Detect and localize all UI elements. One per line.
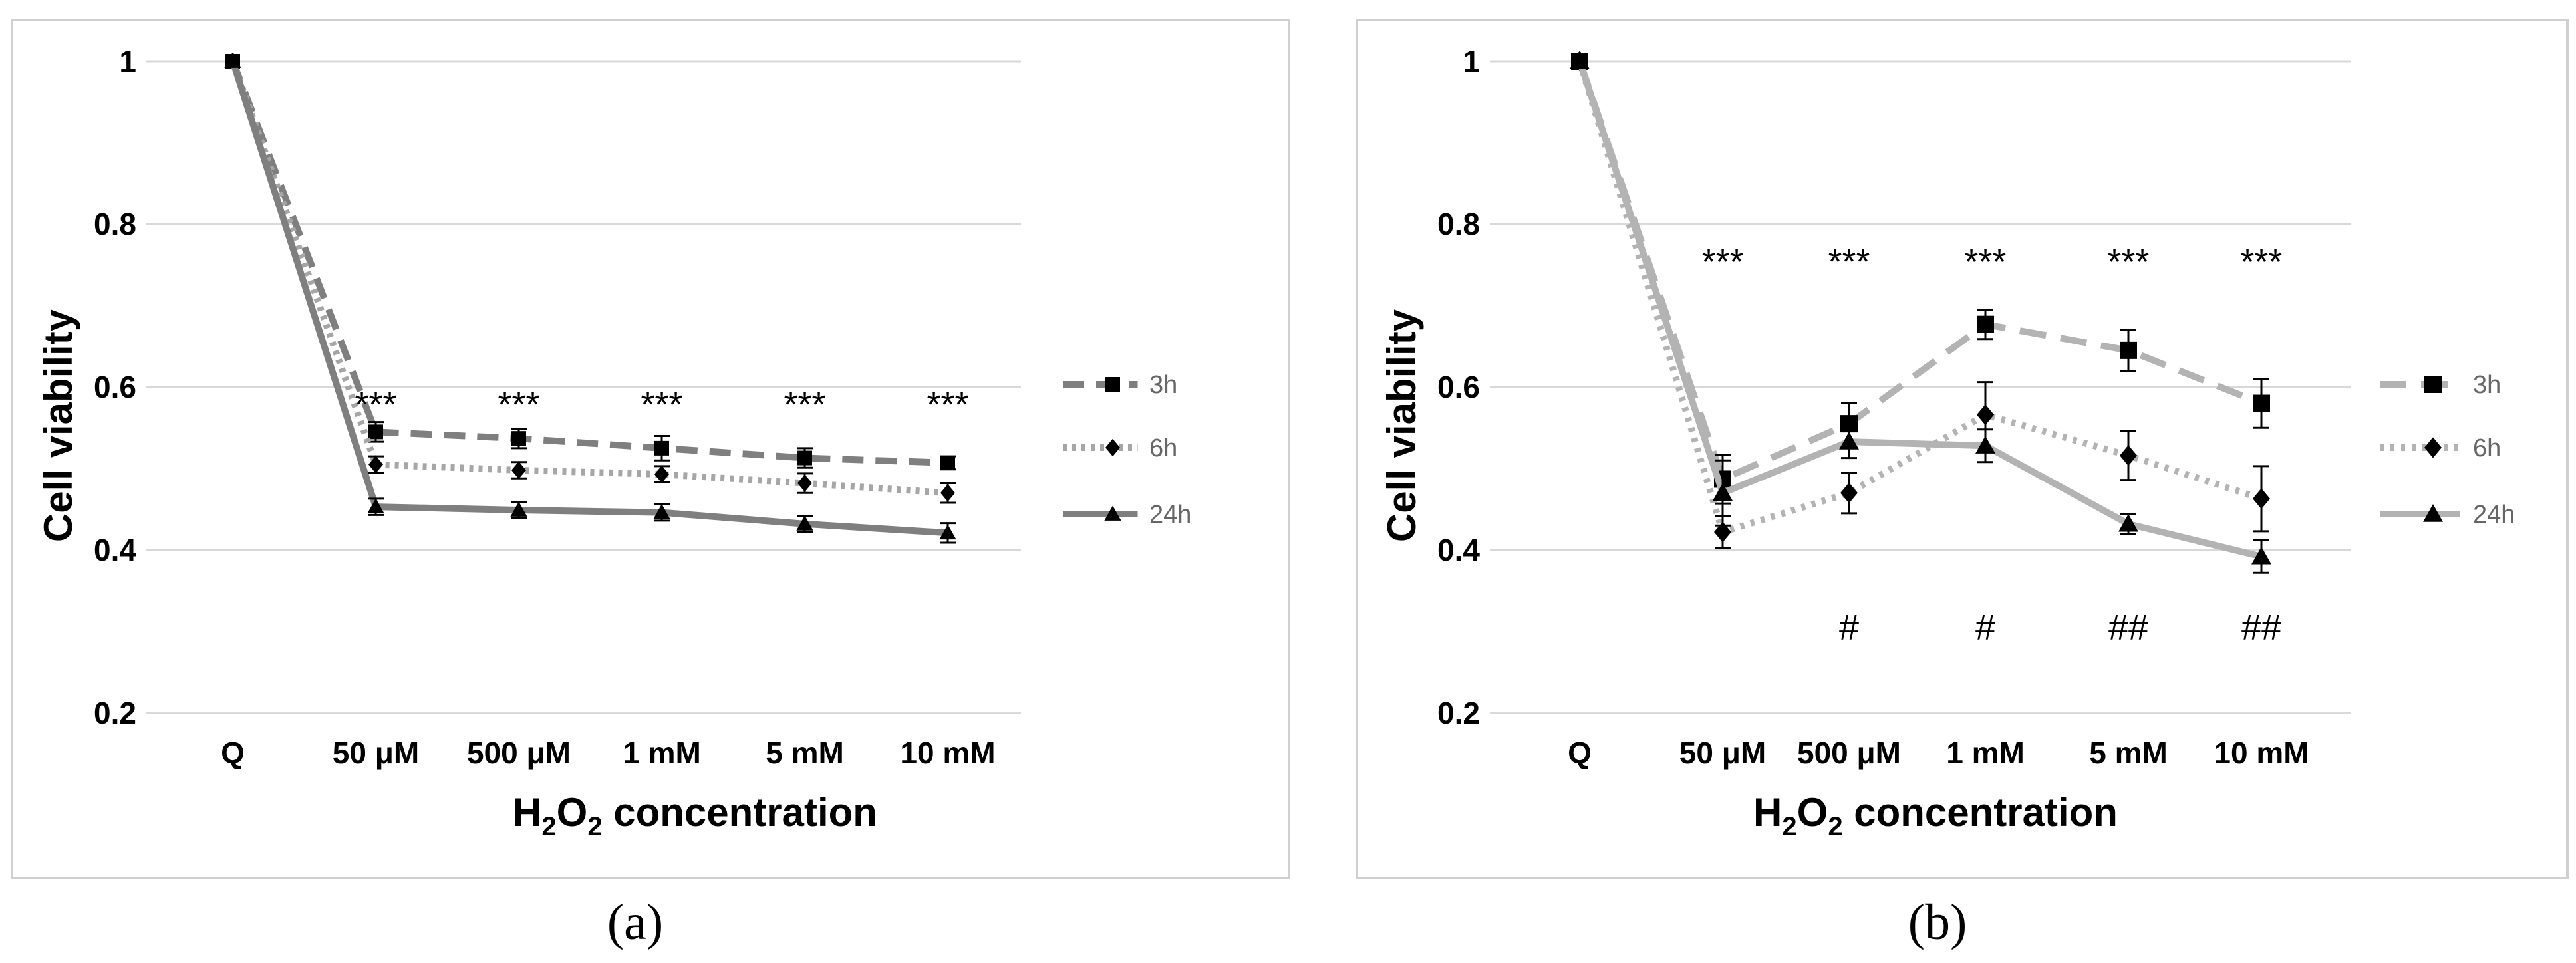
- x-tick-label: 10 mM: [2214, 736, 2309, 770]
- data-point-6h: [1840, 482, 1858, 503]
- series-line-3h: [1576, 60, 2263, 483]
- data-point-3h: [2253, 394, 2270, 412]
- y-tick-label: 0.2: [94, 696, 136, 730]
- data-point-3h: [511, 431, 526, 446]
- data-point-6h: [797, 474, 812, 492]
- panel-b: 0.2 0.4 0.6 0.8 1 Q 50 μM 500 μM 1 mM 5 mM 10 mM Ce…: [1379, 44, 2515, 950]
- significance-mark: ***: [927, 385, 968, 425]
- data-point-24h: [2118, 513, 2138, 532]
- data-point-3h: [1977, 315, 1994, 333]
- significance-mark: ***: [1701, 242, 1743, 282]
- panel-caption: (a): [607, 894, 663, 950]
- significance-mark: ***: [355, 385, 396, 425]
- data-point-6h: [2120, 445, 2137, 466]
- legend-marker-6h: [1105, 438, 1120, 457]
- data-point-6h: [2253, 488, 2270, 509]
- y-tick-label: 0.6: [94, 370, 136, 404]
- x-tick-label: 1 mM: [1946, 736, 2025, 770]
- y-tick-label: 0.6: [1437, 370, 1480, 404]
- data-point-3h: [654, 440, 669, 456]
- data-point-3h: [940, 455, 955, 470]
- data-point-24h: [653, 504, 670, 519]
- y-tick-label: 0.8: [94, 207, 136, 241]
- hash-mark: ##: [2241, 607, 2281, 647]
- data-point-6h: [940, 484, 955, 502]
- y-tick-label: 1: [1463, 44, 1480, 78]
- data-point-24h: [1839, 432, 1859, 450]
- series-line-24h: [1576, 60, 2263, 560]
- x-tick-label: Q: [221, 736, 245, 770]
- series-line-24h: [229, 60, 948, 537]
- x-tick-label: 5 mM: [766, 736, 844, 770]
- significance-mark: ***: [641, 385, 682, 425]
- data-point-3h: [368, 424, 383, 440]
- y-tick-label: 0.4: [94, 533, 136, 567]
- hash-mark: #: [1975, 607, 1995, 647]
- data-point-6h: [1714, 521, 1731, 543]
- legend-marker-3h: [1105, 377, 1120, 392]
- panel-b-frame: [1356, 19, 2569, 879]
- legend-label-24h: 24h: [2473, 501, 2515, 529]
- data-point-24h: [796, 515, 813, 531]
- x-tick-label: 50 μM: [333, 736, 419, 770]
- legend-label-6h: 6h: [1149, 434, 1177, 462]
- panel-caption: (b): [1908, 894, 1967, 950]
- series-line-3h: [229, 60, 948, 466]
- data-point-6h: [511, 461, 526, 480]
- legend-marker-24h: [2423, 504, 2443, 522]
- data-point-24h: [510, 501, 527, 517]
- x-tick-label: 50 μM: [1679, 736, 1766, 770]
- data-point-6h: [368, 456, 383, 474]
- hash-mark: #: [1839, 607, 1859, 647]
- significance-mark: ***: [784, 385, 825, 425]
- legend-marker-3h: [2424, 376, 2442, 393]
- x-axis-title: H2O2 concentration: [513, 790, 877, 841]
- y-tick-label: 1: [119, 44, 136, 78]
- data-point-24h: [2251, 546, 2271, 565]
- legend-label-6h: 6h: [2473, 434, 2501, 462]
- significance-mark: ***: [498, 385, 539, 425]
- data-point-3h: [2120, 341, 2137, 359]
- legend-label-3h: 3h: [1149, 371, 1177, 399]
- data-point-24h: [1975, 436, 1995, 454]
- data-point-24h: [224, 53, 241, 68]
- hash-mark: ##: [2108, 607, 2148, 647]
- data-point-3h: [797, 450, 812, 466]
- y-axis-title: Cell viability: [36, 309, 80, 542]
- legend-label-24h: 24h: [1149, 501, 1191, 529]
- x-tick-label: 500 μM: [467, 736, 571, 770]
- legend-marker-24h: [1104, 505, 1121, 521]
- x-tick-label: 500 μM: [1797, 736, 1901, 770]
- panel-a: 0.2 0.4 0.6 0.8 1 Q 50 μM 500 μM 1 mM 5 mM 10 mM Ce…: [36, 44, 1191, 950]
- data-point-24h: [1713, 483, 1733, 501]
- legend-label-3h: 3h: [2473, 371, 2501, 399]
- significance-mark: ***: [2240, 242, 2282, 282]
- significance-mark: ***: [1828, 242, 1870, 282]
- y-axis-title: Cell viability: [1379, 309, 1424, 542]
- y-tick-label: 0.8: [1437, 207, 1480, 241]
- series-line-6h: [1576, 60, 2263, 536]
- y-tick-label: 0.4: [1437, 533, 1480, 567]
- series-line-6h: [229, 60, 948, 497]
- data-point-24h: [367, 498, 384, 513]
- x-tick-label: 1 mM: [623, 736, 701, 770]
- legend-marker-6h: [2424, 437, 2442, 458]
- data-point-6h: [1977, 404, 1994, 426]
- significance-mark: ***: [1964, 242, 2006, 282]
- significance-mark: ***: [2107, 242, 2149, 282]
- x-tick-label: 10 mM: [900, 736, 995, 770]
- data-point-24h: [1570, 51, 1590, 69]
- x-axis-title: H2O2 concentration: [1753, 790, 2118, 841]
- x-tick-label: Q: [1568, 736, 1592, 770]
- data-point-6h: [654, 465, 669, 483]
- x-tick-label: 5 mM: [2089, 736, 2168, 770]
- data-point-24h: [939, 524, 956, 540]
- y-tick-label: 0.2: [1437, 696, 1480, 730]
